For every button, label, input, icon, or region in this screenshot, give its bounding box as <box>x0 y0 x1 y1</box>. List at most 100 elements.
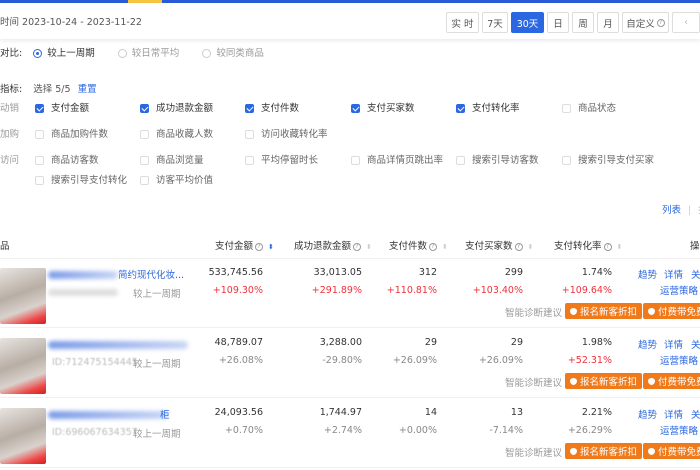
list-view-link[interactable]: 列表 <box>662 205 682 216</box>
range-realtime-button[interactable]: 实 时 <box>446 12 479 33</box>
checkbox-icon <box>351 156 360 165</box>
new-customer-discount-button[interactable]: 报名新客折扣 <box>565 373 643 389</box>
indicator-checkbox[interactable]: 搜索引导支付买家 <box>562 152 654 166</box>
indicator-group-label: 动销 <box>0 103 20 114</box>
indicator-checkbox[interactable]: 搜索引导访客数 <box>456 152 539 166</box>
metric-change: +52.31% <box>567 355 612 366</box>
product-title-blurred <box>48 271 118 279</box>
checkbox-label: 搜索引导访客数 <box>472 155 539 166</box>
checkbox-icon <box>245 130 254 139</box>
range-week-button[interactable]: 周 <box>572 12 594 33</box>
help-icon: ? <box>255 242 264 251</box>
indicator-checkbox[interactable]: 支付转化率 <box>456 100 520 114</box>
indicator-checkbox[interactable]: 商品详情页跳出率 <box>351 152 443 166</box>
checkbox-icon <box>140 176 149 185</box>
indicator-checkbox[interactable]: 搜索引导支付转化 <box>35 172 127 186</box>
follow-link[interactable]: 关 <box>691 270 700 281</box>
indicator-checkbox[interactable]: 支付金额 <box>35 100 89 114</box>
detail-link[interactable]: 详情 <box>664 340 684 351</box>
detail-link[interactable]: 详情 <box>664 410 684 421</box>
metric-value: 2.21% <box>581 407 612 418</box>
indicator-checkbox[interactable]: 商品访客数 <box>35 152 99 166</box>
indicator-checkbox[interactable]: 商品加购件数 <box>35 126 108 140</box>
new-customer-discount-button[interactable]: 报名新客折扣 <box>565 443 643 459</box>
paid-free-button[interactable]: 付费带免费 <box>643 373 700 389</box>
top-strip <box>0 0 700 3</box>
trend-link[interactable]: 趋势 <box>638 270 658 281</box>
sort-icon[interactable]: ⬍ <box>442 243 448 251</box>
checkbox-icon <box>351 104 360 113</box>
other-view-link[interactable]: 排 <box>698 205 700 216</box>
paid-free-button[interactable]: 付费带免费 <box>643 303 700 319</box>
strategy-link[interactable]: 运营策略 <box>660 426 699 437</box>
indicator-checkbox[interactable]: 访客平均价值 <box>140 172 213 186</box>
indicator-checkbox[interactable]: 商品收藏人数 <box>140 126 213 140</box>
col-buyers[interactable]: 支付买家数? ⬍ <box>465 238 533 252</box>
button-label: 报名新客折扣 <box>580 447 638 458</box>
compare-option-daily-avg[interactable]: 较日常平均 <box>117 48 180 59</box>
indicator-checkbox[interactable]: 支付件数 <box>245 100 299 114</box>
follow-link[interactable]: 关 <box>691 340 700 351</box>
sort-icon[interactable]: ⬍ <box>366 243 372 251</box>
strategy-link[interactable]: 运营策略 <box>660 286 699 297</box>
indicator-label: 指标: <box>0 84 23 95</box>
metric-change: +109.30% <box>212 285 263 296</box>
checkbox-label: 商品加购件数 <box>51 129 109 140</box>
compare-option-similar[interactable]: 较同类商品 <box>202 48 264 59</box>
strategy-link[interactable]: 运营策略 <box>660 356 699 367</box>
metric-change: +26.29% <box>567 425 612 436</box>
product-thumbnail[interactable] <box>0 338 46 394</box>
detail-link[interactable]: 详情 <box>664 270 684 281</box>
checkbox-icon <box>140 104 149 113</box>
col-label: 成功退款金额 <box>294 241 352 252</box>
sort-icon[interactable]: ⬍ <box>527 243 534 251</box>
indicator-checkbox[interactable]: 成功退款金额 <box>140 100 213 114</box>
sort-icon[interactable]: ⬍ <box>268 243 274 251</box>
metric-value: 33,013.05 <box>313 267 362 278</box>
new-customer-discount-button[interactable]: 报名新客折扣 <box>565 303 643 319</box>
product-thumbnail[interactable] <box>0 408 46 464</box>
col-pay-items[interactable]: 支付件数? ⬍ <box>389 238 448 252</box>
indicator-checkbox[interactable]: 商品状态 <box>562 100 616 114</box>
indicator-checkbox[interactable]: 支付买家数 <box>351 100 415 114</box>
shield-icon <box>570 307 577 315</box>
range-7d-button[interactable]: 7天 <box>482 12 508 33</box>
trend-link[interactable]: 趋势 <box>638 410 658 421</box>
col-refund-amount[interactable]: 成功退款金额? ⬍ <box>294 238 372 252</box>
compare-option-prev-period[interactable]: 较上一周期 <box>33 48 95 59</box>
checkbox-icon <box>35 130 44 139</box>
diagnose-label: 智能诊断建议 <box>505 378 563 389</box>
col-pay-amount[interactable]: 支付金额? ⬍ <box>215 238 274 252</box>
sort-icon[interactable]: ⬍ <box>616 243 623 251</box>
metric-change: +0.70% <box>224 425 263 436</box>
reset-link[interactable]: 重置 <box>77 84 97 95</box>
paid-free-button[interactable]: 付费带免费 <box>643 443 700 459</box>
prev-button[interactable]: ‹ <box>672 12 700 33</box>
range-custom-button[interactable]: 自定义? <box>622 12 669 33</box>
col-product: 品 <box>0 241 10 252</box>
product-title-link[interactable]: 简约现代化妆... <box>118 270 185 281</box>
range-30d-button[interactable]: 30天 <box>511 12 544 33</box>
checkbox-label: 搜索引导支付买家 <box>578 155 655 166</box>
metric-change: -7.14% <box>489 425 523 436</box>
trend-link[interactable]: 趋势 <box>638 340 658 351</box>
indicator-checkbox[interactable]: 商品浏览量 <box>140 152 204 166</box>
compare-row: 对比: 较上一周期 较日常平均 较同类商品 <box>0 45 264 59</box>
product-title-link[interactable]: 柜 <box>160 410 170 421</box>
option-label: 较日常平均 <box>131 48 180 59</box>
col-label: 支付买家数 <box>465 241 513 252</box>
range-month-button[interactable]: 月 <box>597 12 619 33</box>
indicator-checkbox[interactable]: 平均停留时长 <box>245 152 318 166</box>
range-day-button[interactable]: 日 <box>547 12 569 33</box>
metric-change: +26.09% <box>478 355 523 366</box>
follow-link[interactable]: 关 <box>691 410 700 421</box>
product-thumbnail[interactable] <box>0 268 46 324</box>
checkbox-label: 搜索引导支付转化 <box>51 175 128 186</box>
diagnose-label: 智能诊断建议 <box>505 448 563 459</box>
checkbox-label: 商品状态 <box>578 103 617 114</box>
metric-change: +109.64% <box>561 285 612 296</box>
col-conversion[interactable]: 支付转化率? ⬍ <box>554 238 622 252</box>
metric-change: +26.08% <box>218 355 263 366</box>
button-label: 付费带免费 <box>658 377 700 388</box>
indicator-checkbox[interactable]: 访问收藏转化率 <box>245 126 328 140</box>
